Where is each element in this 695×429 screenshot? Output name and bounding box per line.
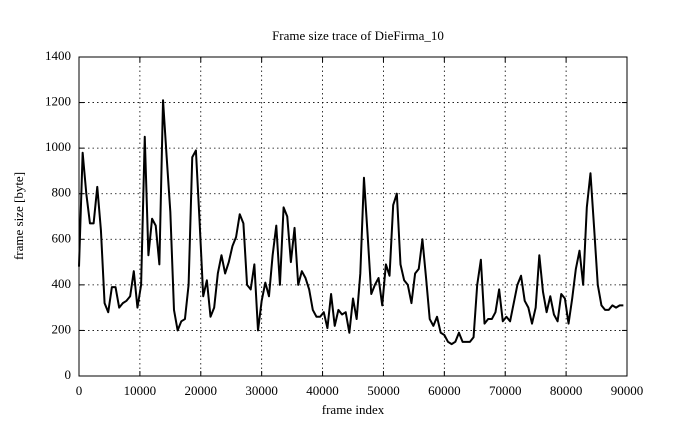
- x-tick-label: 50000: [367, 383, 400, 398]
- y-tick-label: 0: [65, 367, 72, 382]
- y-tick-label: 1200: [45, 94, 71, 109]
- y-tick-label: 1400: [45, 48, 71, 63]
- x-axis-label: frame index: [322, 402, 385, 417]
- chart-title: Frame size trace of DieFirma_10: [272, 28, 444, 43]
- y-tick-label: 1000: [45, 139, 71, 154]
- y-tick-label: 800: [52, 185, 72, 200]
- plot-frame: [78, 56, 628, 377]
- y-tick-label: 600: [52, 230, 72, 245]
- data-line: [78, 99, 624, 346]
- y-axis-label: frame size [byte]: [11, 172, 26, 260]
- x-tick-label: 70000: [489, 383, 522, 398]
- y-tick-label: 400: [52, 276, 72, 291]
- x-tick-label: 10000: [124, 383, 157, 398]
- x-tick-label: 0: [76, 383, 83, 398]
- y-tick-label: 200: [52, 321, 72, 336]
- x-tick-label: 90000: [611, 383, 644, 398]
- x-tick-label: 80000: [550, 383, 583, 398]
- x-tick-label: 20000: [185, 383, 218, 398]
- x-tick-label: 40000: [306, 383, 339, 398]
- x-tick-label: 60000: [428, 383, 461, 398]
- x-tick-label: 30000: [245, 383, 278, 398]
